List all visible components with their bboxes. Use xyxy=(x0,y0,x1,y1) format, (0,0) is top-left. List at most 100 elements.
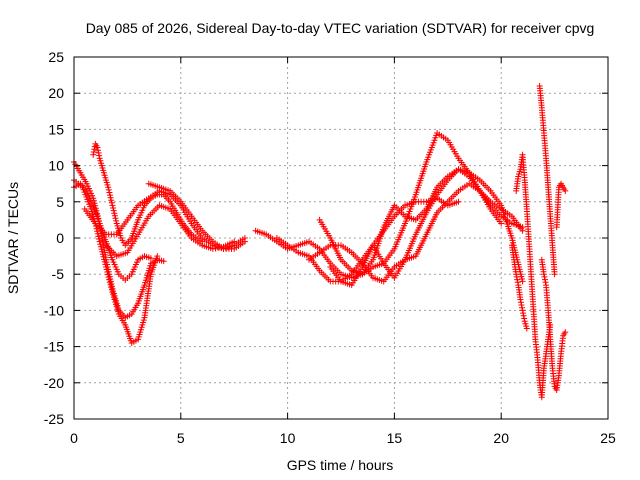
y-tick-label: 0 xyxy=(56,230,64,246)
data-point xyxy=(562,329,569,336)
series-track-f xyxy=(103,202,238,260)
y-tick-label: -25 xyxy=(44,411,64,427)
data-point xyxy=(551,271,558,278)
data-point xyxy=(542,279,549,286)
data-point xyxy=(94,228,101,235)
data-point xyxy=(519,304,526,311)
series-track-b xyxy=(71,177,161,346)
data-point xyxy=(108,284,115,291)
y-tick-label: -10 xyxy=(44,302,64,318)
data-point xyxy=(108,286,115,293)
data-point xyxy=(95,233,102,240)
x-axis-label: GPS time / hours xyxy=(287,457,394,473)
data-point xyxy=(106,189,113,196)
data-point xyxy=(541,276,548,283)
data-point xyxy=(102,261,109,268)
series-track-h xyxy=(252,130,526,281)
y-tick-label: 5 xyxy=(56,194,64,210)
data-point xyxy=(101,256,108,263)
series-track-g xyxy=(145,180,248,252)
series-track-p xyxy=(538,256,569,394)
data-point xyxy=(97,243,104,250)
data-point xyxy=(111,210,118,217)
data-points xyxy=(71,82,569,401)
x-tick-label: 0 xyxy=(70,430,78,446)
data-point xyxy=(113,217,120,224)
series-track-i xyxy=(273,166,526,285)
series-track-j xyxy=(305,180,505,285)
series-track-q xyxy=(553,180,569,231)
data-point xyxy=(110,207,117,214)
y-tick-label: 25 xyxy=(48,49,64,65)
x-tick-label: 5 xyxy=(177,430,185,446)
data-point xyxy=(98,246,105,253)
data-point xyxy=(105,186,112,193)
y-tick-label: -5 xyxy=(52,266,65,282)
data-point xyxy=(513,273,520,280)
data-point xyxy=(520,312,527,319)
y-axis-label: SDTVAR / TECUs xyxy=(5,182,21,294)
series-track-a xyxy=(71,158,167,321)
x-tick-label: 15 xyxy=(387,430,403,446)
tick-labels: 0 5 10 15 20 25 -25 -20 -15 -10 -5 0 5 10 15 20 25 xyxy=(44,49,616,446)
data-point xyxy=(107,192,114,199)
grid xyxy=(74,57,608,419)
data-point xyxy=(519,278,526,285)
data-point xyxy=(91,143,98,150)
data-point xyxy=(517,296,524,303)
data-point xyxy=(521,315,528,322)
data-point xyxy=(99,248,106,255)
data-point xyxy=(154,253,161,260)
data-point xyxy=(105,274,112,281)
data-point xyxy=(519,307,526,314)
data-point xyxy=(519,224,526,231)
data-point xyxy=(110,205,117,212)
data-point xyxy=(231,238,238,245)
data-point xyxy=(111,212,118,219)
chart-title: Day 085 of 2026, Sidereal Day-to-day VTE… xyxy=(86,20,595,36)
data-point xyxy=(541,273,548,280)
data-point xyxy=(520,310,527,317)
data-point xyxy=(514,279,521,286)
data-point xyxy=(96,238,103,245)
data-point xyxy=(523,325,530,332)
data-point xyxy=(455,198,462,205)
data-point xyxy=(104,269,111,276)
data-point xyxy=(96,236,103,243)
data-point xyxy=(518,301,525,308)
data-point xyxy=(104,271,111,278)
y-tick-label: 10 xyxy=(48,158,64,174)
series-track-m xyxy=(508,242,530,332)
data-point xyxy=(96,152,103,159)
data-point xyxy=(97,241,104,248)
data-point xyxy=(106,279,113,286)
x-tick-label: 25 xyxy=(600,430,616,446)
data-point xyxy=(95,149,102,156)
data-point xyxy=(99,251,106,258)
data-point xyxy=(103,263,110,270)
data-point xyxy=(108,197,115,204)
data-point xyxy=(106,276,113,283)
data-point xyxy=(103,266,110,273)
data-point xyxy=(209,245,216,252)
data-point xyxy=(105,184,112,191)
data-point xyxy=(241,238,248,245)
data-point xyxy=(514,276,521,283)
data-point xyxy=(95,147,102,154)
x-tick-label: 20 xyxy=(493,430,509,446)
series-track-o xyxy=(536,82,558,278)
y-tick-label: 15 xyxy=(48,121,64,137)
data-point xyxy=(540,271,547,278)
series-track-n xyxy=(513,151,554,401)
y-tick-label: -20 xyxy=(44,375,64,391)
data-point xyxy=(562,187,569,194)
data-point xyxy=(517,299,524,306)
series-track-l xyxy=(327,195,462,289)
data-point xyxy=(108,199,115,206)
data-point xyxy=(107,281,114,288)
y-tick-label: -15 xyxy=(44,339,64,355)
data-point xyxy=(498,220,505,227)
data-point xyxy=(147,255,154,262)
data-point xyxy=(107,194,114,201)
